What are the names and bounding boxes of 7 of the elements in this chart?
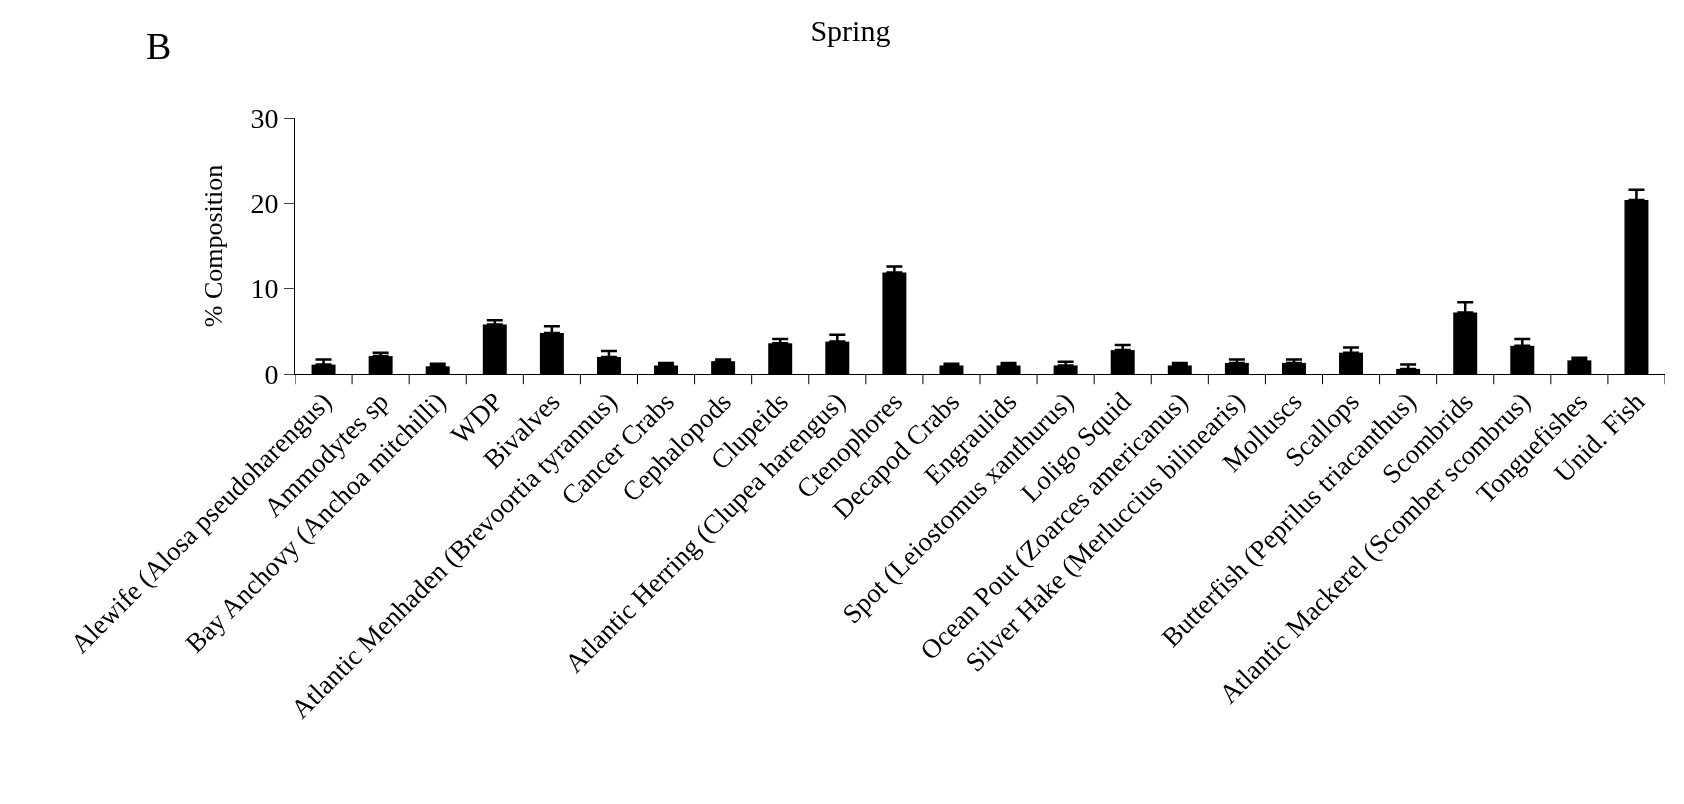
y-axis-title: % Composition	[198, 164, 228, 328]
chart-title: Spring	[810, 14, 891, 48]
y-tick-label: 20	[250, 188, 279, 220]
y-tick-label: 10	[250, 273, 279, 305]
text: B	[146, 25, 172, 67]
y-tick-label: 0	[264, 358, 279, 390]
y-tick-label: 30	[250, 102, 279, 134]
